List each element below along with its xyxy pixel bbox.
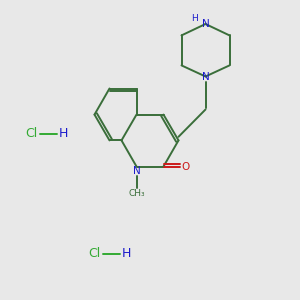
Text: H: H (59, 127, 69, 140)
Text: O: O (182, 161, 190, 172)
Text: Cl: Cl (26, 127, 38, 140)
Text: CH₃: CH₃ (128, 189, 145, 198)
Text: H: H (122, 247, 132, 260)
Text: N: N (202, 19, 209, 29)
Text: Cl: Cl (88, 247, 101, 260)
Text: H: H (191, 14, 197, 23)
Text: N: N (202, 71, 209, 82)
Text: N: N (133, 166, 140, 176)
